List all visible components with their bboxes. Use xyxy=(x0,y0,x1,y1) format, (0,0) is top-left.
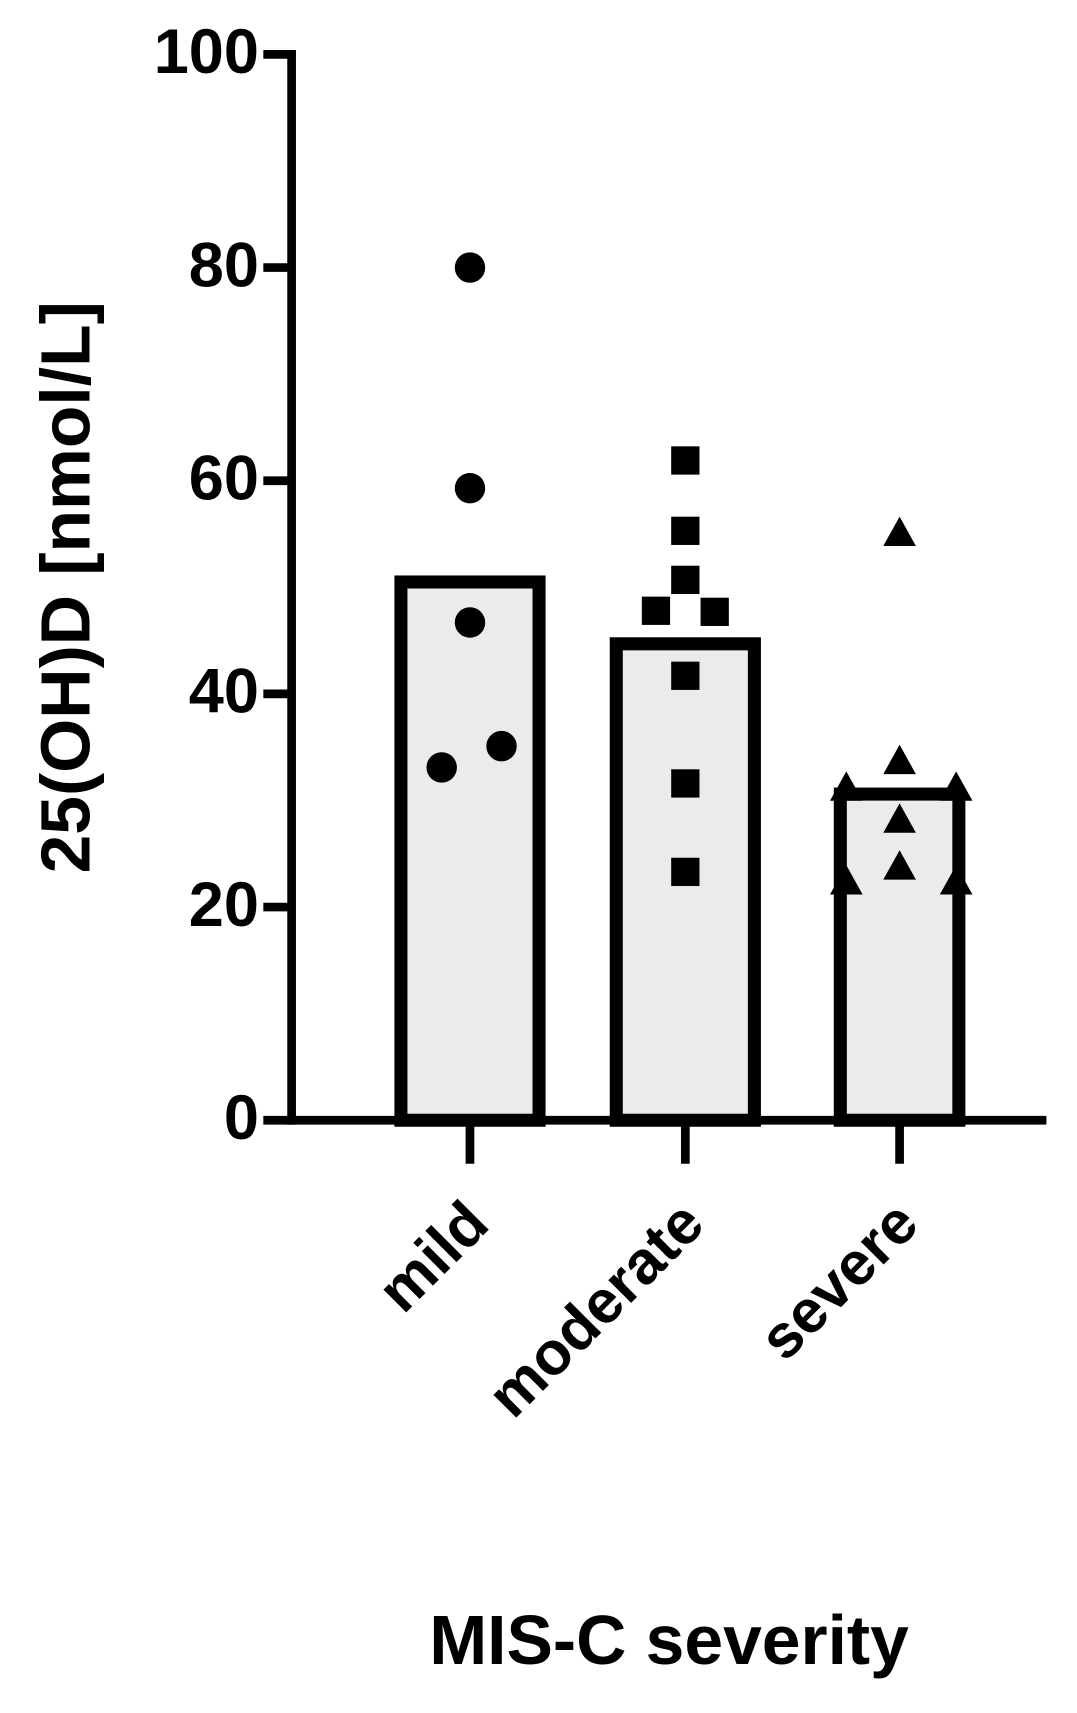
data-point xyxy=(883,744,916,775)
data-point xyxy=(671,857,700,887)
data-point xyxy=(426,752,457,783)
y-tick-label: 20 xyxy=(189,870,259,940)
data-point xyxy=(671,769,700,798)
data-point xyxy=(939,771,973,801)
y-tick-label: 60 xyxy=(189,444,259,514)
y-tick-label: 40 xyxy=(189,657,259,727)
data-point xyxy=(454,607,486,638)
data-point xyxy=(671,661,700,690)
data-point xyxy=(700,597,729,626)
data-point xyxy=(454,252,486,283)
bar xyxy=(833,787,966,1127)
data-point xyxy=(454,472,486,504)
x-tick-label: mild xyxy=(364,1188,501,1325)
y-tick-label: 80 xyxy=(189,230,259,300)
x-axis-title: MIS-C severity xyxy=(429,1601,909,1679)
bar xyxy=(394,575,546,1127)
data-point xyxy=(829,771,863,801)
data-point xyxy=(883,803,916,833)
data-point xyxy=(641,596,671,625)
data-point xyxy=(486,730,517,762)
data-point xyxy=(883,516,916,547)
x-tick-label: moderate xyxy=(474,1188,716,1430)
y-tick-label: 0 xyxy=(224,1083,259,1153)
data-point xyxy=(939,865,973,895)
data-point xyxy=(883,850,916,880)
data-point xyxy=(829,865,863,895)
data-point xyxy=(671,565,700,594)
x-tick-label: severe xyxy=(746,1188,931,1373)
y-axis-title: 25(OH)D [nmol/L] xyxy=(26,301,104,873)
y-tick-label: 100 xyxy=(154,17,259,87)
data-point xyxy=(671,516,700,545)
data-point xyxy=(671,446,700,475)
